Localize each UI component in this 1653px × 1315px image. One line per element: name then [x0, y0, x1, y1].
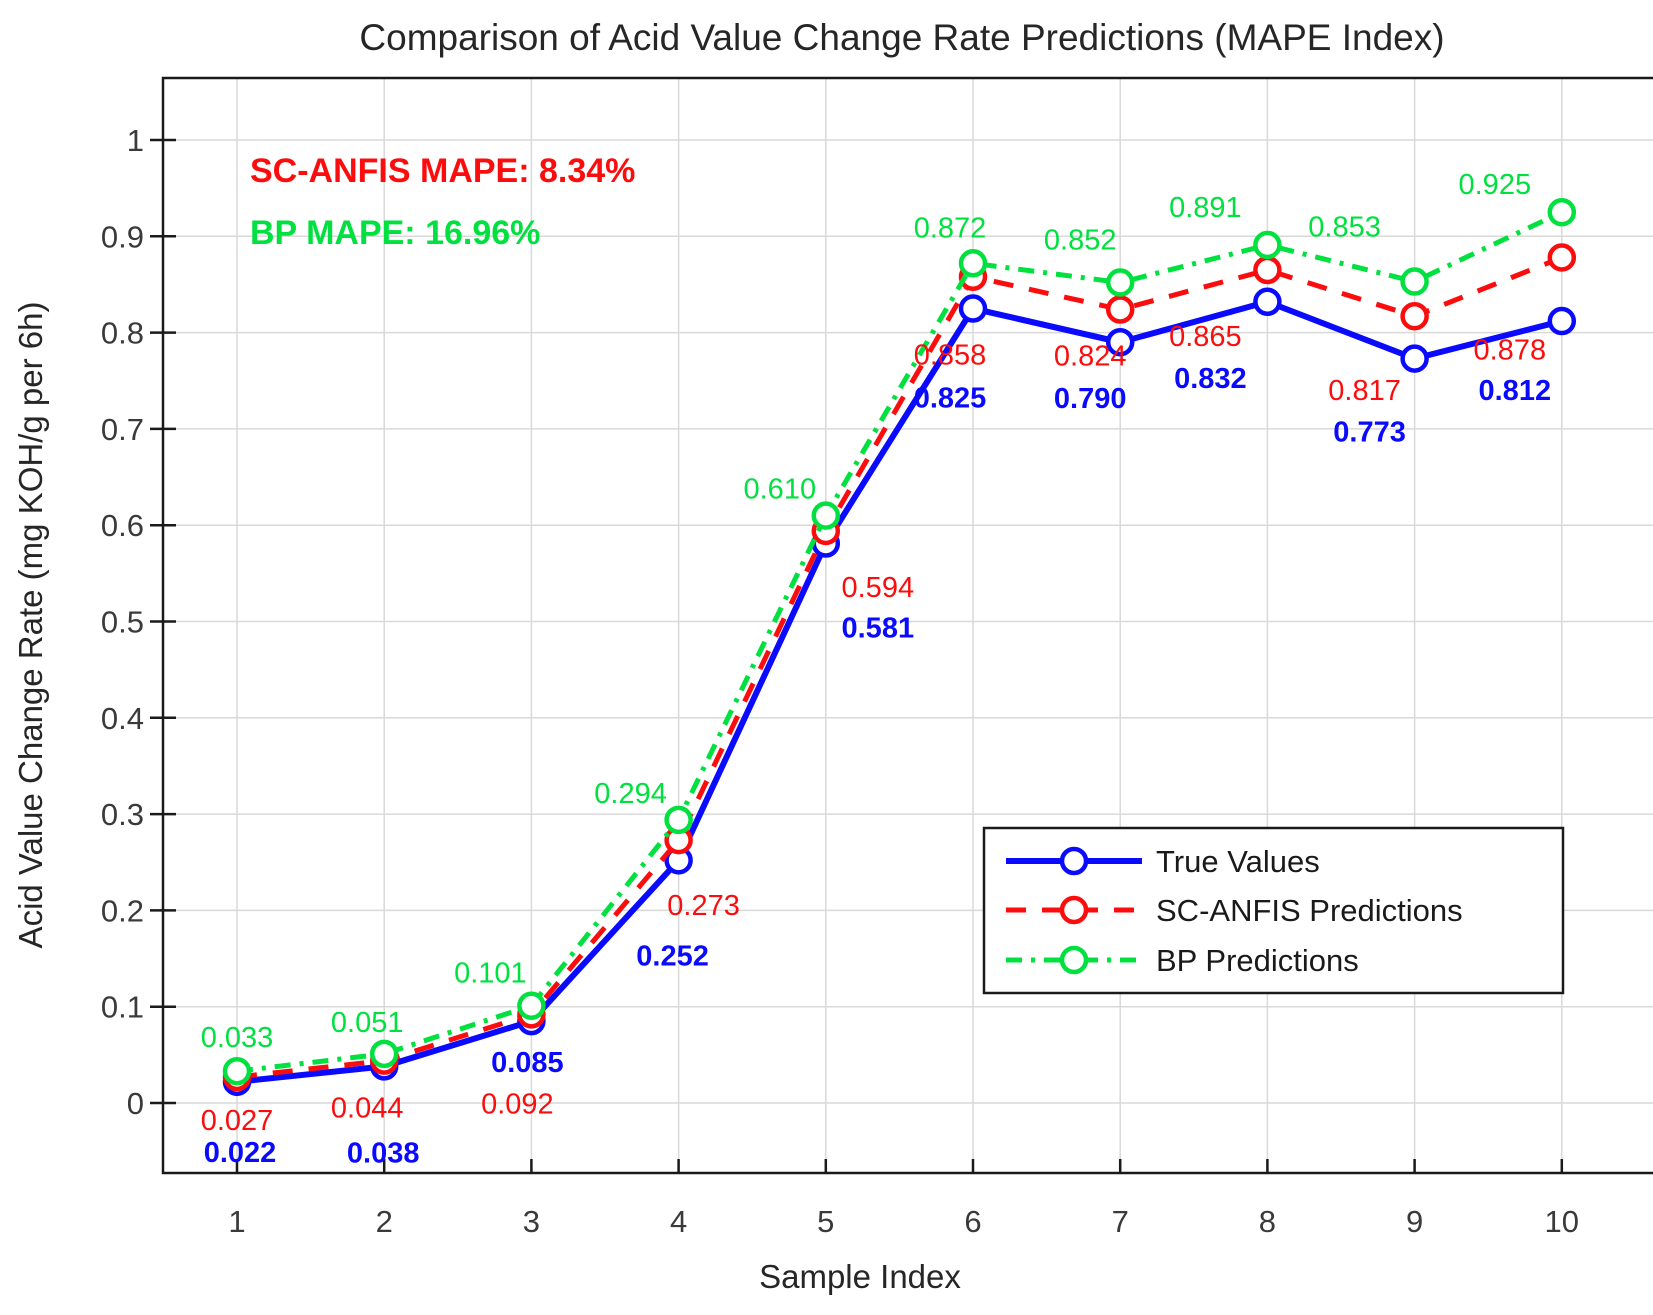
y-tick-label: 0.9	[101, 219, 144, 254]
data-label: 0.925	[1459, 169, 1532, 201]
x-tick-label: 7	[1112, 1204, 1129, 1239]
x-axis-label: Sample Index	[759, 1258, 961, 1295]
y-tick-label: 0.6	[101, 508, 144, 543]
legend-marker-circle	[1059, 846, 1089, 876]
data-label: 0.878	[1474, 334, 1547, 366]
x-tick-label: 1	[228, 1204, 245, 1239]
data-label: 0.027	[201, 1105, 274, 1137]
series-marker-circle	[369, 1039, 399, 1069]
series-marker-circle	[1253, 230, 1282, 260]
data-label: 0.832	[1174, 363, 1247, 395]
data-label: 0.812	[1479, 375, 1552, 407]
series-marker-circle	[811, 501, 841, 530]
series-line-true-values	[236, 298, 1563, 1085]
series-marker-circle	[1400, 344, 1429, 373]
data-label: 0.852	[1044, 225, 1117, 257]
series-marker-circle	[1105, 327, 1135, 357]
x-tick-label: 9	[1406, 1204, 1423, 1239]
chart-title: Comparison of Acid Value Change Rate Pre…	[359, 17, 1444, 58]
x-tick-label: 6	[964, 1204, 981, 1239]
data-label: 0.051	[331, 1007, 404, 1039]
series-marker-circle	[517, 991, 546, 1020]
data-label: 0.581	[842, 612, 915, 644]
data-label: 0.865	[1169, 321, 1242, 353]
y-axis-label: Acid Value Change Rate (mg KOH/g per 6h)	[12, 302, 49, 949]
series-marker-circle	[958, 249, 988, 278]
y-tick-label: 0.5	[101, 605, 144, 640]
data-label: 0.594	[842, 572, 915, 604]
series-marker-circle	[958, 294, 988, 323]
series-marker-circle	[1547, 306, 1577, 336]
legend-marker-circle	[1059, 945, 1089, 975]
data-label: 0.252	[636, 940, 709, 972]
data-label: 0.825	[914, 383, 987, 415]
x-tick-label: 2	[376, 1204, 393, 1239]
data-label: 0.085	[491, 1047, 564, 1079]
x-tick-label: 3	[523, 1204, 540, 1239]
series-marker-circle	[222, 1056, 252, 1086]
data-label: 0.273	[667, 890, 740, 922]
y-tick-label: 0.3	[101, 797, 144, 832]
series-marker-circle	[1105, 295, 1135, 324]
legend-label: True Values	[1156, 844, 1320, 879]
data-label: 0.033	[201, 1022, 274, 1054]
plot-border	[161, 76, 1653, 1175]
x-tick-label: 5	[817, 1204, 834, 1239]
data-label: 0.773	[1333, 417, 1406, 449]
x-tick-label: 10	[1545, 1204, 1579, 1239]
data-label: 0.294	[594, 778, 667, 810]
data-label: 0.038	[347, 1137, 420, 1169]
y-tick-label: 0.1	[101, 990, 144, 1025]
data-label: 0.092	[481, 1088, 554, 1120]
series-marker-circle	[1253, 287, 1282, 317]
data-label: 0.044	[331, 1093, 404, 1125]
annotation-sc-anfis-mape: SC-ANFIS MAPE: 8.34%	[250, 152, 635, 190]
series-marker-circle	[1253, 255, 1282, 285]
data-label: 0.022	[204, 1137, 277, 1169]
data-label: 0.790	[1054, 383, 1127, 415]
data-label: 0.872	[914, 212, 987, 244]
data-label: 0.853	[1308, 212, 1381, 244]
data-label: 0.101	[454, 958, 527, 990]
series-marker-circle	[1547, 197, 1577, 227]
data-label: 0.858	[914, 340, 987, 372]
y-tick-label: 0	[127, 1086, 144, 1121]
legend-label: SC-ANFIS Predictions	[1156, 893, 1463, 928]
x-tick-label: 4	[670, 1204, 687, 1239]
series-marker-circle	[664, 805, 693, 835]
series-line-bp-predictions	[236, 209, 1563, 1074]
legend-marker-circle	[1059, 895, 1089, 925]
data-label: 0.824	[1054, 340, 1127, 372]
y-tick-label: 0.7	[101, 412, 144, 447]
series-marker-circle	[1400, 301, 1429, 331]
series-marker-circle	[1547, 243, 1577, 272]
series-marker-circle	[1105, 268, 1135, 297]
y-tick-label: 0.4	[101, 701, 144, 736]
x-tick-label: 8	[1259, 1204, 1276, 1239]
annotation-bp-mape: BP MAPE: 16.96%	[250, 214, 540, 252]
y-tick-label: 0.2	[101, 893, 144, 928]
series-line-sc-anfis-predictions	[236, 255, 1563, 1080]
y-tick-label: 1	[127, 123, 144, 158]
data-label: 0.817	[1328, 375, 1401, 407]
series-marker-circle	[1400, 267, 1429, 296]
data-label: 0.610	[744, 474, 817, 506]
data-label: 0.891	[1169, 192, 1242, 224]
y-tick-label: 0.8	[101, 316, 144, 351]
legend-label: BP Predictions	[1156, 943, 1359, 978]
